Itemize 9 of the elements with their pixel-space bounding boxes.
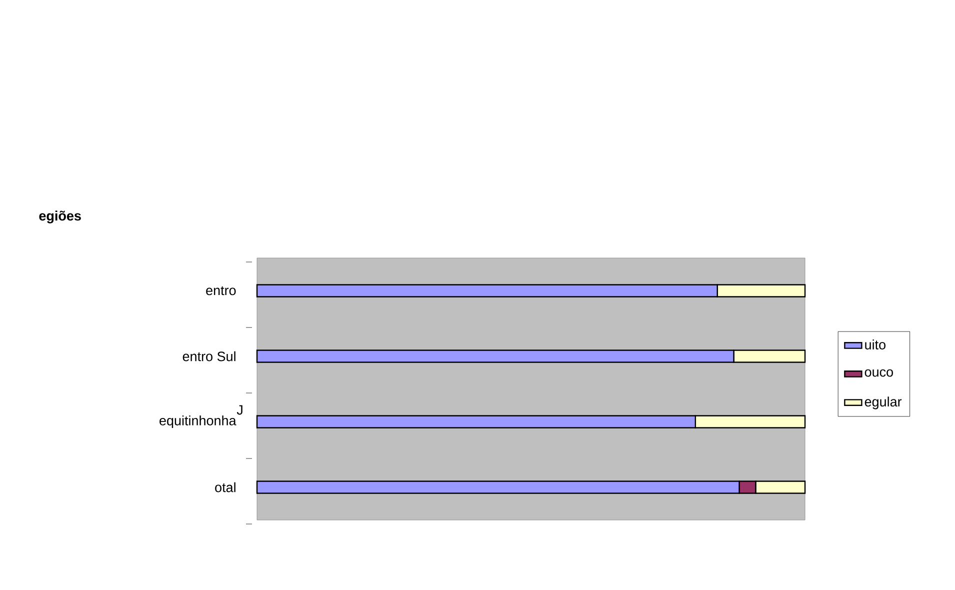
y-tick-label: entro Sul bbox=[182, 351, 236, 362]
legend-label: egular bbox=[864, 396, 902, 410]
y-tick-label: equitinhonha bbox=[160, 415, 236, 428]
y-tick-label: otal bbox=[215, 482, 236, 492]
legend-label: ouco bbox=[864, 369, 893, 377]
text: egiões bbox=[39, 210, 81, 224]
y-tick-label: entro bbox=[206, 286, 236, 296]
legend-label: uito bbox=[865, 340, 886, 350]
y-axis-title: J bbox=[236, 405, 242, 415]
